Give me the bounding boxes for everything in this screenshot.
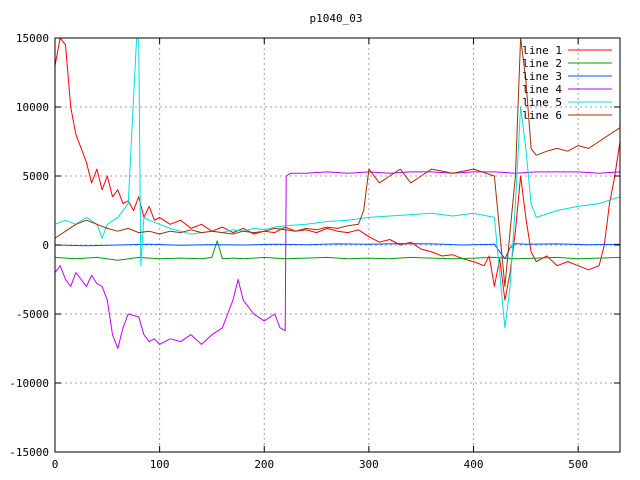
legend-label: line 6 [522,109,562,122]
legend-label: line 1 [522,44,562,57]
series-line-2 [55,240,620,261]
x-tick-label: 500 [568,458,588,471]
series-line-4 [55,171,620,349]
x-tick-label: 0 [52,458,59,471]
x-tick-label: 400 [464,458,484,471]
x-tick-label: 200 [254,458,274,471]
y-tick-label: 5000 [23,170,50,183]
series-line-5 [55,38,620,329]
y-tick-label: 10000 [16,101,49,114]
y-tick-label: 15000 [16,32,49,45]
legend-label: line 4 [522,83,562,96]
y-tick-label: -15000 [9,446,49,459]
series-line-3 [55,243,620,260]
chart-title: p1040_03 [310,12,363,25]
series-line-6 [55,38,620,287]
series-line-1 [55,38,620,301]
y-tick-label: 0 [42,239,49,252]
legend-label: line 3 [522,70,562,83]
y-tick-label: -10000 [9,377,49,390]
y-tick-label: -5000 [16,308,49,321]
x-tick-label: 300 [359,458,379,471]
series-layer [55,38,620,349]
axis-ticks: 0 100 200 300 400 500 -15000 -10000 -5000 0 5000 10… [9,32,620,471]
x-tick-label: 100 [150,458,170,471]
legend-label: line 2 [522,57,562,70]
legend-label: line 5 [522,96,562,109]
